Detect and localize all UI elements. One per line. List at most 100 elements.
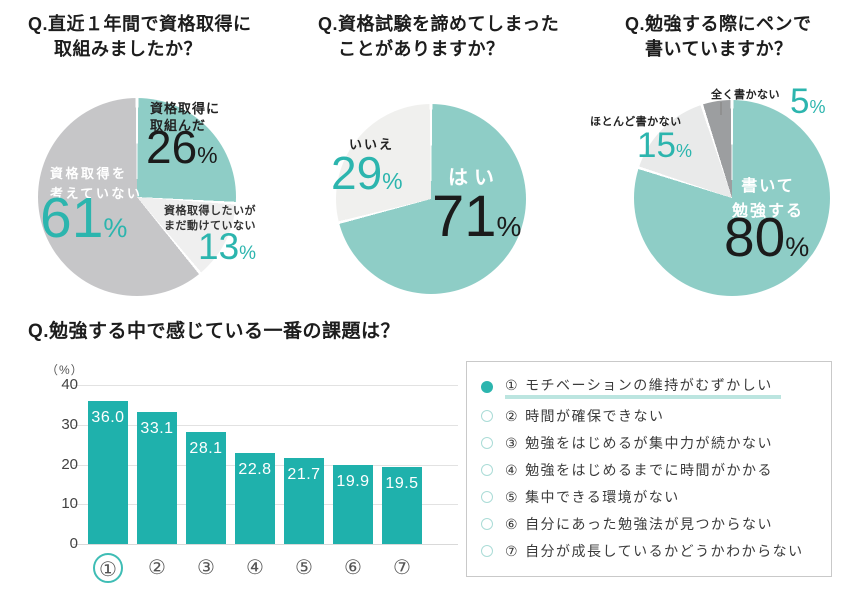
y-tick-label-20: 20 xyxy=(61,455,78,473)
legend-item: ③ 勉強をはじめるが集中力が続かない xyxy=(481,433,823,453)
pie-chart-write-with-pen: 全く書かない 5% ほとんど書かない 15% 書いて 勉強する 80% xyxy=(590,84,830,296)
bar-⑤: 21.7 xyxy=(284,457,324,544)
bar-value-label: 28.1 xyxy=(189,440,223,458)
x-tick-label-⑤: ⑤ xyxy=(295,557,313,579)
bar-chart-title: Q.勉強する中で感じている一番の課題は？ xyxy=(28,321,401,342)
pie3-slice1-label: 書いて 勉強する xyxy=(732,178,805,220)
y-tick-label-10: 10 xyxy=(61,495,78,513)
pie1-slice2-label: 資格取得したいが まだ動けていない xyxy=(164,205,256,232)
pie2-slice2-label: いいえ xyxy=(349,137,395,152)
x-axis-labels: ① ② ③ ④ ⑤ ⑥ ⑦ xyxy=(86,550,458,588)
pie1-slice1-label: 資格取得に 取組んだ xyxy=(150,101,221,133)
bar-value-label: 22.8 xyxy=(238,461,272,479)
legend-item-number: ① xyxy=(505,377,520,393)
y-tick-label-0: 0 xyxy=(69,535,78,552)
y-axis-unit-label: （%） xyxy=(46,363,84,377)
legend-item-label: ④ 勉強をはじめるまでに時間がかかる xyxy=(505,460,773,480)
pie3-slice2-label: ほとんど書かない xyxy=(590,116,682,128)
pie-chart-gave-up-exam: いいえ 29% はい 71% xyxy=(331,104,526,294)
legend-item-text: 自分が成長しているかどうかわからない xyxy=(525,543,804,559)
bar-value-label: 19.9 xyxy=(336,472,370,490)
pie3-title-line1: Q.勉強する際にペンで xyxy=(625,14,812,34)
legend-bullet-empty-icon xyxy=(481,491,493,503)
gridline-0 xyxy=(73,544,458,545)
legend-item: ⑥ 自分にあった勉強法が見つからない xyxy=(481,514,823,534)
bar-chart-biggest-problem: （%） 40 30 20 10 0 36.0 33.1 28.1 22.8 21.7 19.9 19.… xyxy=(46,358,458,593)
bar-③: 28.1 xyxy=(186,432,226,544)
legend-bullet-empty-icon xyxy=(481,464,493,476)
bar-①: 36.0 xyxy=(88,400,128,544)
pie2-circle xyxy=(336,104,526,294)
pie3-slice3-value: 5% xyxy=(790,82,826,121)
legend-item-label: ① モチベーションの維持がむずかしい xyxy=(505,375,781,399)
bar-value-label: 33.1 xyxy=(140,420,174,438)
legend-item-text: 時間が確保できない xyxy=(525,408,665,424)
pie1-slice3-label: 資格取得を 考えていない xyxy=(50,166,143,201)
gridline-30 xyxy=(73,424,458,426)
legend-item: ④ 勉強をはじめるまでに時間がかかる xyxy=(481,460,823,480)
bar-value-label: 21.7 xyxy=(287,465,321,483)
legend-bullet-empty-icon xyxy=(481,518,493,530)
legend-bullet-empty-icon xyxy=(481,437,493,449)
legend-item-number: ⑤ xyxy=(505,489,520,505)
pie2-slice1-label: はい xyxy=(448,167,500,189)
x-tick-label-①: ① xyxy=(93,553,123,583)
bar-⑦: 19.5 xyxy=(382,466,422,544)
pie1-slice2-value: 13% xyxy=(198,226,257,267)
legend-item-text: 自分にあった勉強法が見つからない xyxy=(525,516,774,532)
legend-item: ⑦ 自分が成長しているかどうかわからない xyxy=(481,541,823,561)
pie1-slice3-value: 61% xyxy=(40,186,128,250)
legend-box: ① モチベーションの維持がむずかしい ② 時間が確保できない ③ 勉強をはじめるが集中力が… xyxy=(466,361,832,577)
legend-item-text: 勉強をはじめるが集中力が続かない xyxy=(525,435,774,451)
x-tick-label-②: ② xyxy=(148,557,166,579)
legend-bullet-empty-icon xyxy=(481,410,493,422)
legend-item-number: ③ xyxy=(505,435,520,451)
bar-②: 33.1 xyxy=(137,412,177,544)
legend-item-label: ② 時間が確保できない xyxy=(505,406,665,426)
x-tick-label-⑦: ⑦ xyxy=(393,557,411,579)
pie3-slice1-value: 80% xyxy=(724,206,810,268)
legend-item-text: 勉強をはじめるまでに時間がかかる xyxy=(525,462,774,478)
legend-item: ① モチベーションの維持がむずかしい xyxy=(481,375,823,399)
bar-④: 22.8 xyxy=(235,453,275,544)
bar-⑥: 19.9 xyxy=(333,464,373,544)
pie1-title-line2: 取組みましたか？ xyxy=(54,39,202,59)
legend-item-label: ⑦ 自分が成長しているかどうかわからない xyxy=(505,541,804,561)
y-tick-label-30: 30 xyxy=(61,415,78,433)
legend-item-number: ④ xyxy=(505,462,520,478)
pie2-slice2-value: 29% xyxy=(331,147,403,199)
legend-bullet-filled-icon xyxy=(481,381,493,393)
pie3-slice3-label: 全く書かない xyxy=(711,89,780,101)
legend-bullet-empty-icon xyxy=(481,545,493,557)
pie2-slice1-value: 71% xyxy=(432,184,522,249)
x-tick-label-③: ③ xyxy=(197,557,215,579)
legend-item-label: ⑥ 自分にあった勉強法が見つからない xyxy=(505,514,773,534)
bar-value-label: 19.5 xyxy=(385,474,419,492)
x-tick-label-⑥: ⑥ xyxy=(344,557,362,579)
pie3-slice2-value: 15% xyxy=(637,126,692,165)
pie1-circle xyxy=(38,98,236,296)
legend-item-number: ⑥ xyxy=(505,516,520,532)
x-tick-label-④: ④ xyxy=(246,557,264,579)
pie2-title-line2: ことがありますか？ xyxy=(338,39,505,59)
legend-item-number: ② xyxy=(505,408,520,424)
pie3-circle xyxy=(634,100,830,296)
legend-item-text: モチベーションの維持がむずかしい xyxy=(525,377,773,393)
y-tick-label-40: 40 xyxy=(61,376,78,393)
pie1-title-line1: Q.直近１年間で資格取得に xyxy=(28,14,252,34)
pie3-title-line2: 書いていますか？ xyxy=(645,39,793,59)
bar-value-label: 36.0 xyxy=(91,408,125,426)
pie3-question-title: Q.勉強する際にペンで 書いていますか？ xyxy=(625,12,812,62)
pie2-question-title: Q.資格試験を諦めてしまった ことがありますか？ xyxy=(318,12,559,62)
legend-item: ⑤ 集中できる環境がない xyxy=(481,487,823,507)
gridline-40 xyxy=(73,385,458,386)
legend-item-label: ③ 勉強をはじめるが集中力が続かない xyxy=(505,433,773,453)
legend-item: ② 時間が確保できない xyxy=(481,406,823,426)
legend-item-number: ⑦ xyxy=(505,543,520,559)
pie-chart-qualification-effort: 資格取得に 取組んだ 26% 資格取得したいが まだ動けていない 13% 資格取… xyxy=(38,98,256,296)
bar-plot-area: 40 30 20 10 0 36.0 33.1 28.1 22.8 21.7 19.9 19.5 xyxy=(61,376,458,552)
pie2-title-line1: Q.資格試験を諦めてしまった xyxy=(318,14,560,34)
callout-tick-line xyxy=(720,102,722,115)
legend-item-text: 集中できる環境がない xyxy=(525,489,680,505)
